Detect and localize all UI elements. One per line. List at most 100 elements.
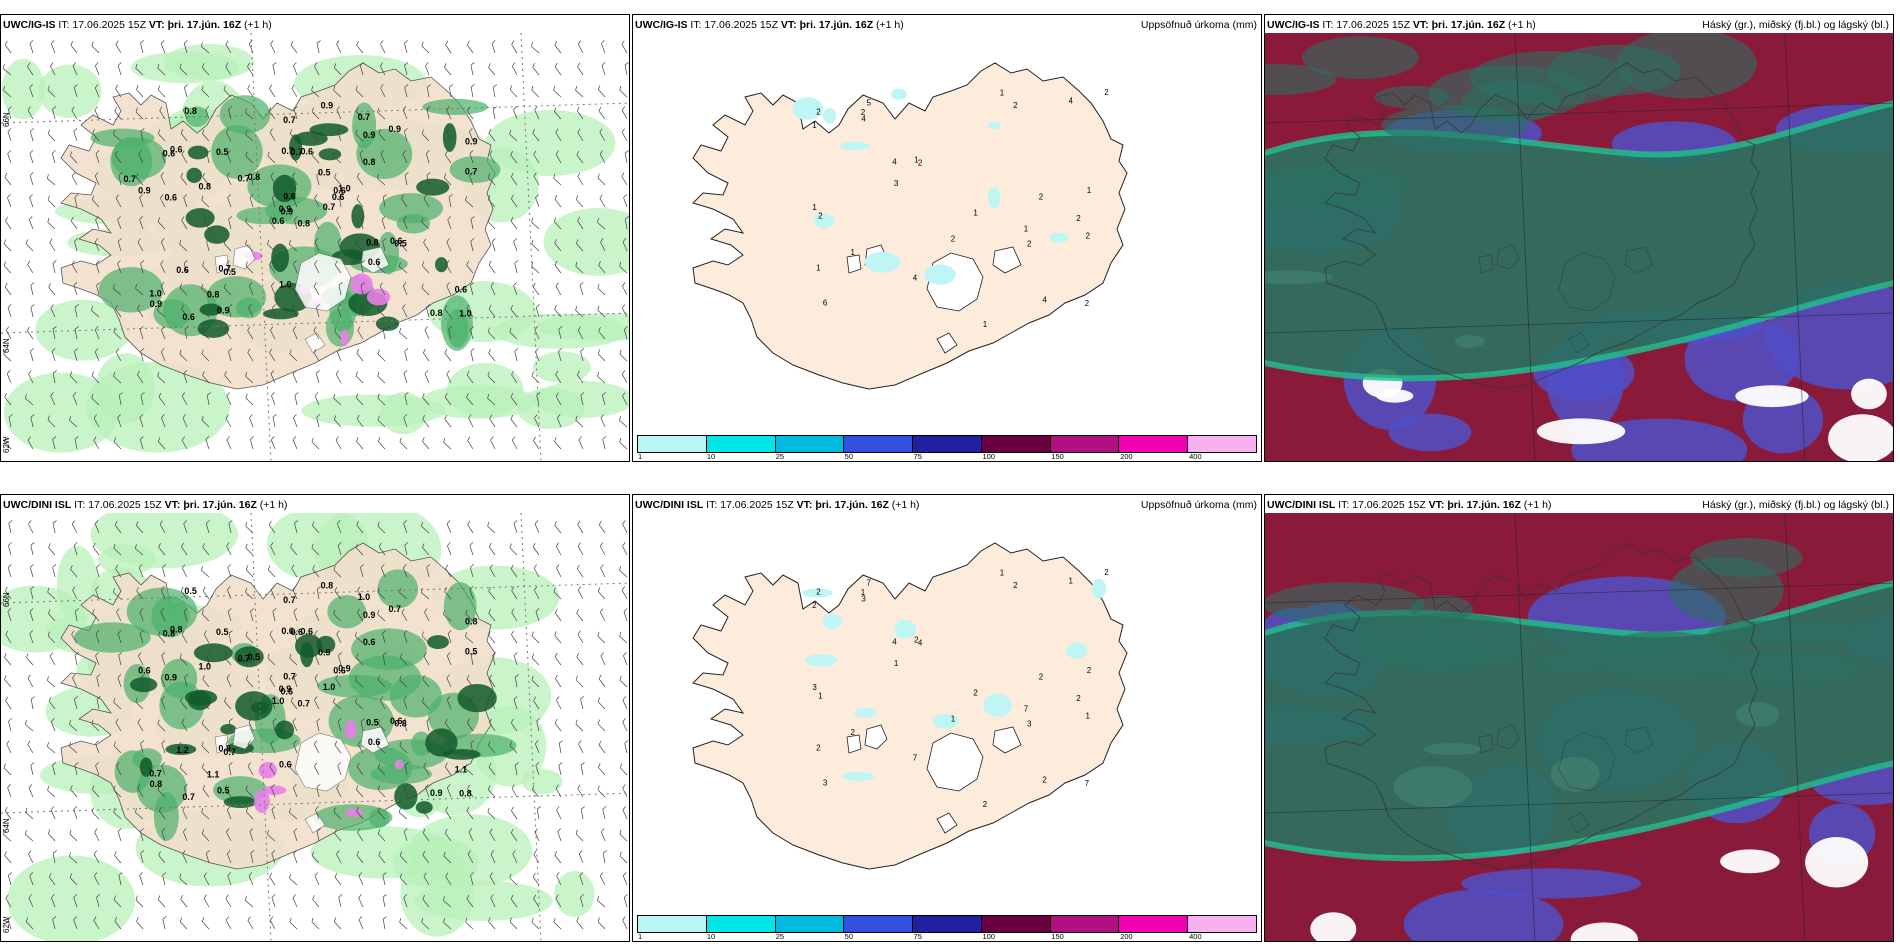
- precip-value-label: 0.5: [248, 652, 261, 662]
- precip-value-label: 0.8: [218, 744, 231, 754]
- it-label: IT:: [74, 499, 86, 511]
- precip-value-label: 2: [1013, 581, 1018, 590]
- it-label: IT:: [690, 19, 702, 31]
- panel-title: UWC/IG-IS IT: 17.06.2025 15Z VT: þri. 17…: [3, 17, 272, 33]
- precip-value-label: 0.6: [281, 626, 294, 636]
- precip-value-label: 2: [983, 800, 988, 809]
- colorbar-segment: [775, 436, 845, 452]
- precip-value-label: 0.7: [238, 174, 251, 184]
- it-label: IT:: [1322, 19, 1334, 31]
- precip-value-label: 1: [1086, 712, 1091, 721]
- precip-value-label: 0.6: [390, 716, 403, 726]
- colorbar-labels: 1 10 25 50 75 100 150 200 400: [637, 932, 1257, 941]
- colorbar-segment: [844, 916, 914, 932]
- panel-header: UWC/DINI ISL IT: 17.06.2025 15Z VT: þri.…: [635, 497, 1257, 513]
- precip-colorbar: [637, 915, 1257, 933]
- precip-value-label: 4: [1042, 296, 1047, 305]
- precip-value-label: 0.8: [459, 788, 472, 798]
- panel-title: UWC/DINI ISL IT: 17.06.2025 15Z VT: þri.…: [635, 497, 920, 513]
- precip-value-label: 0.8: [366, 237, 379, 247]
- precip-value-label: 0.9: [388, 124, 401, 134]
- vt-label: VT:: [148, 19, 165, 31]
- map-panel-wind: UWC/DINI ISL IT: 17.06.2025 15Z VT: þri.…: [0, 494, 630, 942]
- precip-value-label: 4: [913, 274, 918, 283]
- vt-label: VT:: [1412, 19, 1429, 31]
- precip-value-label: 0.9: [430, 788, 443, 798]
- precip-value-label: 0.6: [163, 149, 176, 159]
- precip-value-label: 0.9: [138, 186, 151, 196]
- precip-value-label: 1: [1024, 224, 1029, 233]
- colorbar-tick-label: 400: [1189, 932, 1202, 941]
- precip-value-label: 2: [1042, 776, 1047, 785]
- precip-value-label: 4: [918, 639, 923, 648]
- precip-value-label: 0.7: [218, 264, 231, 274]
- precip-value-label: 0.6: [300, 627, 313, 637]
- colorbar-segment: [1050, 916, 1120, 932]
- precip-value-label: 1: [1000, 88, 1005, 97]
- latitude-label: 62W: [2, 916, 11, 933]
- precip-value-label: 2: [1104, 568, 1109, 577]
- precip-value-label: 0.7: [283, 115, 296, 125]
- it-label: IT:: [1338, 499, 1350, 511]
- precip-value-label: 0.5: [216, 627, 229, 637]
- precip-value-label: 2: [973, 688, 978, 697]
- panel-header: UWC/IG-IS IT: 17.06.2025 15Z VT: þri. 17…: [635, 17, 1257, 33]
- init-time: 17.06.2025 15Z: [88, 499, 162, 511]
- colorbar-tick-label: 1: [638, 452, 643, 461]
- precip-value-label: 2: [1013, 101, 1018, 110]
- precip-value-label: 0.7: [149, 768, 162, 778]
- field-title: Uppsöfnuð úrkoma (mm): [1140, 19, 1257, 31]
- precip-value-label: 0.9: [363, 130, 376, 140]
- precip-value-label: 2: [1076, 694, 1081, 703]
- lead-time: (+1 h): [244, 19, 272, 31]
- precip-value-label: 0.7: [283, 672, 296, 682]
- precip-value-label: 1: [951, 714, 956, 723]
- precip-value-label: 0.8: [298, 218, 311, 228]
- colorbar-tick-label: 100: [982, 452, 995, 461]
- precip-value-label: 3: [1027, 720, 1032, 729]
- precip-value-label: 1: [850, 248, 855, 257]
- valid-time: þri. 17.jún. 16Z: [1431, 19, 1506, 31]
- precip-value-label: 1.0: [338, 183, 351, 193]
- precip-value-label: 2: [1027, 240, 1032, 249]
- precip-value-label: 0.6: [333, 185, 346, 195]
- colorbar-tick-label: 75: [913, 932, 922, 941]
- precip-value-label: 0.9: [321, 100, 334, 110]
- precip-value-label: 2: [1085, 299, 1090, 308]
- colorbar-tick-label: 200: [1120, 452, 1133, 461]
- precip-value-label: 0.5: [223, 267, 236, 277]
- panel-title: UWC/IG-IS IT: 17.06.2025 15Z VT: þri. 17…: [635, 17, 904, 33]
- precip-value-label: 1: [816, 264, 821, 273]
- colorbar-segment: [981, 916, 1051, 932]
- precip-value-label: 2: [1076, 214, 1081, 223]
- precip-value-label: 2: [1104, 88, 1109, 97]
- precip-value-label: 0.9: [465, 137, 478, 147]
- precip-value-label: 7: [866, 578, 871, 587]
- colorbar-tick-label: 50: [844, 932, 853, 941]
- panel-header: UWC/IG-IS IT: 17.06.2025 15Z VT: þri. 17…: [3, 17, 625, 33]
- colorbar-segment: [1119, 916, 1189, 932]
- colorbar-labels: 1 10 25 50 75 100 150 200 400: [637, 452, 1257, 461]
- precip-value-label: 0.8: [430, 308, 443, 318]
- precip-value-label: 0.5: [216, 147, 229, 157]
- lead-time: (+1 h): [891, 499, 920, 511]
- precip-value-label: 0.7: [323, 202, 336, 212]
- precip-value-label: 0.6: [332, 192, 345, 202]
- latitude-label: 64N: [2, 818, 11, 833]
- map-panel-wind: UWC/IG-IS IT: 17.06.2025 15Z VT: þri. 17…: [0, 14, 630, 462]
- precip-value-label: 2: [951, 234, 956, 243]
- precip-value-label: 0.8: [150, 779, 163, 789]
- precip-value-label: 1: [1000, 568, 1005, 577]
- colorbar-tick-label: 150: [1051, 452, 1064, 461]
- colorbar-segment: [638, 436, 707, 452]
- colorbar-segment: [1119, 436, 1189, 452]
- map-panel-cloud: UWC/IG-IS IT: 17.06.2025 15Z VT: þri. 17…: [1264, 14, 1894, 462]
- precip-value-label: 0.9: [150, 299, 163, 309]
- precip-value-label: 1.0: [323, 682, 336, 692]
- panel-title: UWC/DINI ISL IT: 17.06.2025 15Z VT: þri.…: [1267, 497, 1552, 513]
- model-name: UWC/IG-IS: [635, 19, 688, 31]
- colorbar-segment: [981, 436, 1051, 452]
- precip-value-label: 7: [913, 754, 918, 763]
- model-name: UWC/DINI ISL: [3, 499, 72, 511]
